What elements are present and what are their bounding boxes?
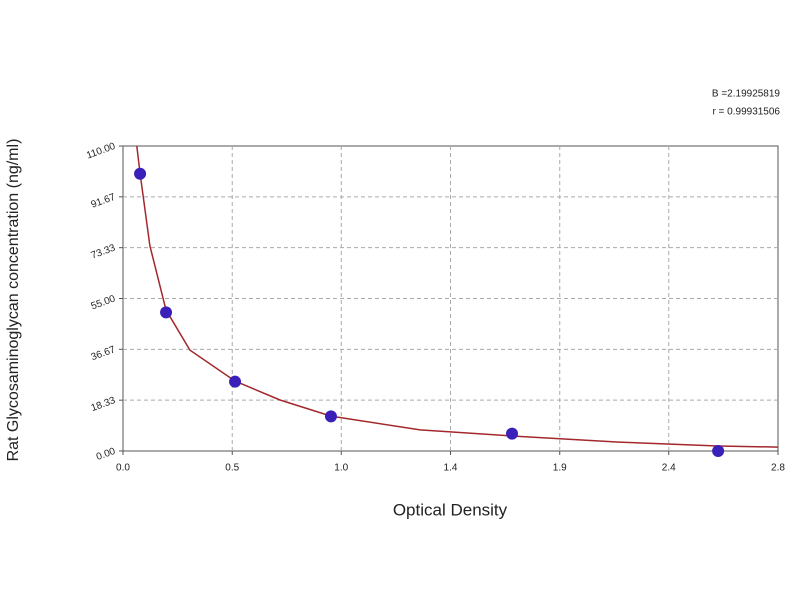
x-tick-label: 1.9 bbox=[553, 463, 567, 474]
x-tick-label: 1.4 bbox=[444, 463, 458, 474]
x-axis-title: Optical Density bbox=[393, 500, 508, 519]
y-tick-label: 55.00 bbox=[90, 293, 118, 312]
data-point bbox=[506, 427, 519, 440]
data-point bbox=[712, 445, 725, 457]
x-tick-label: 0.5 bbox=[225, 463, 239, 474]
x-tick-label: 2.8 bbox=[771, 463, 785, 474]
fit-curve bbox=[136, 146, 778, 448]
data-point bbox=[160, 306, 173, 319]
y-tick-label: 73.33 bbox=[90, 242, 118, 261]
x-tick-label: 0.0 bbox=[116, 463, 130, 474]
x-tick-label: 2.4 bbox=[662, 463, 676, 474]
y-tick-label: 91.67 bbox=[90, 192, 118, 211]
x-tick-label: 1.0 bbox=[334, 463, 348, 474]
y-tick-label: 36.67 bbox=[90, 344, 118, 363]
data-point bbox=[229, 375, 242, 388]
annotation: B =2.19925819 bbox=[712, 89, 781, 100]
y-axis-title: Rat Glycosaminoglycan concentration (ng/… bbox=[5, 139, 22, 462]
data-point bbox=[324, 410, 337, 423]
annotation: r = 0.99931506 bbox=[712, 107, 780, 118]
y-tick-label: 110.00 bbox=[85, 141, 117, 162]
data-point bbox=[134, 167, 147, 180]
y-tick-label: 18.33 bbox=[90, 395, 118, 414]
y-tick-label: 0.00 bbox=[95, 446, 117, 463]
